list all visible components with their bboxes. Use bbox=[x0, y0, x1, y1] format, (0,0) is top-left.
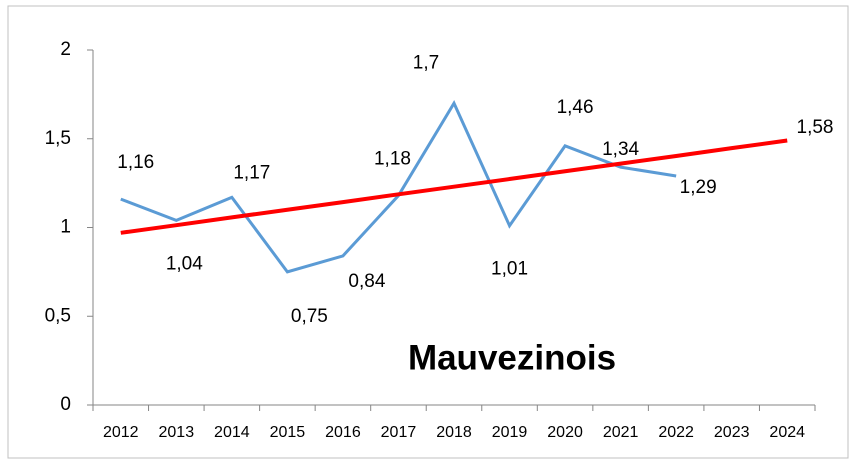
x-tick-label: 2023 bbox=[714, 424, 750, 441]
data-label: 1,04 bbox=[166, 253, 203, 274]
x-tick-label: 2021 bbox=[603, 424, 639, 441]
data-label: 1,16 bbox=[117, 152, 154, 173]
x-tick-label: 2019 bbox=[492, 424, 528, 441]
y-tick-label: 0,5 bbox=[45, 305, 71, 326]
data-label: 1,29 bbox=[680, 177, 717, 198]
x-tick-label: 2015 bbox=[270, 424, 306, 441]
y-tick-label: 0 bbox=[60, 394, 71, 415]
data-label: 1,18 bbox=[374, 149, 411, 170]
x-tick-label: 2013 bbox=[159, 424, 195, 441]
y-tick-label: 2 bbox=[60, 39, 71, 60]
x-tick-label: 2012 bbox=[103, 424, 139, 441]
x-tick-label: 2022 bbox=[658, 424, 694, 441]
data-label: 1,7 bbox=[413, 52, 439, 73]
data-label: 1,34 bbox=[602, 139, 639, 160]
x-tick-label: 2016 bbox=[325, 424, 361, 441]
chart-title: Mauvezinois bbox=[408, 338, 616, 377]
x-tick-label: 2024 bbox=[769, 424, 805, 441]
series-line bbox=[120, 138, 788, 235]
y-tick-label: 1,5 bbox=[45, 128, 71, 149]
data-label: 0,75 bbox=[291, 306, 328, 327]
data-label: 0,84 bbox=[348, 271, 385, 292]
x-tick-label: 2018 bbox=[436, 424, 472, 441]
data-label: 1,17 bbox=[233, 162, 270, 183]
x-tick-label: 2017 bbox=[381, 424, 417, 441]
annotation: 1,58 bbox=[797, 117, 834, 138]
x-tick-label: 2014 bbox=[214, 424, 250, 441]
y-tick-label: 1 bbox=[60, 217, 71, 238]
data-label: 1,46 bbox=[557, 97, 594, 118]
chart-border bbox=[7, 5, 849, 459]
data-label: 1,01 bbox=[491, 259, 528, 280]
x-tick-label: 2020 bbox=[547, 424, 583, 441]
